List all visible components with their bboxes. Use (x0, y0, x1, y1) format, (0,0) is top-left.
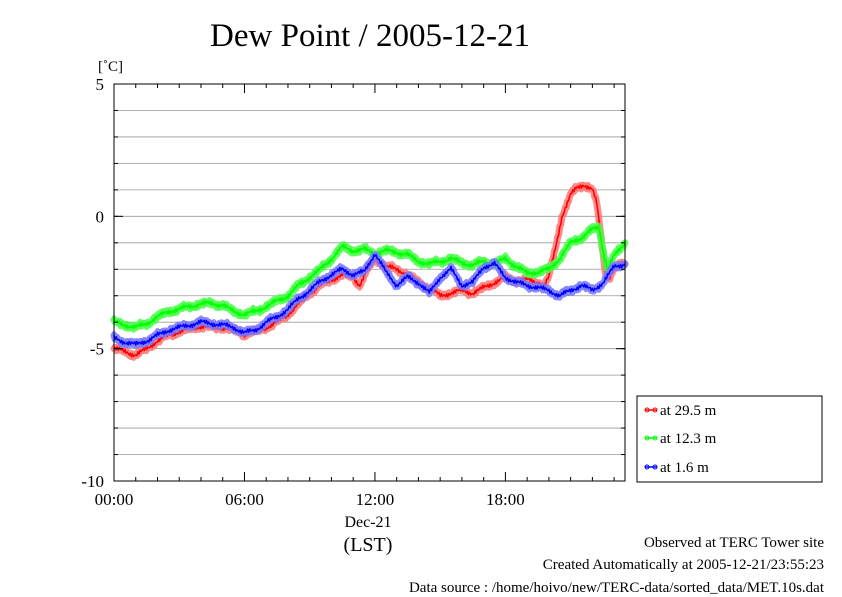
legend-entry: at 12.3 m (644, 431, 717, 447)
x-axis-label: (LST) (344, 534, 393, 556)
x-tick-label: 18:00 (486, 490, 525, 509)
footer-created-text: Created Automatically at 2005-12-21/23:5… (542, 557, 824, 573)
y-axis-unit: [˚C] (98, 59, 123, 75)
x-axis-date-label: Dec-21 (344, 514, 391, 531)
legend-label: at 1.6 m (660, 460, 709, 476)
legend-swatch-marker (652, 464, 658, 470)
legend-entry: at 29.5 m (644, 403, 717, 419)
series-line (113, 253, 626, 346)
chart-title: Dew Point / 2005-12-21 (210, 18, 530, 54)
footer-site-text: Observed at TERC Tower site (643, 535, 824, 551)
plot-frame (113, 83, 626, 482)
legend: at 29.5 m at 12.3 m at 1.6 m (636, 395, 823, 483)
series-line (113, 225, 626, 330)
x-tick-label: 00:00 (95, 490, 134, 509)
legend-swatch-marker (644, 407, 650, 413)
series-3 (110, 251, 629, 349)
legend-frame (636, 395, 823, 483)
footer-source-text: Data source : /home/hoivo/new/TERC-data/… (408, 580, 824, 596)
y-tick-label: -5 (90, 340, 104, 359)
x-tick-label: 06:00 (225, 490, 264, 509)
y-tick-label: -10 (81, 472, 104, 491)
legend-label: at 12.3 m (660, 431, 717, 447)
legend-swatch-marker (652, 407, 658, 413)
legend-entry: at 1.6 m (644, 460, 709, 476)
y-tick-label: 0 (96, 207, 105, 226)
legend-label: at 29.5 m (660, 403, 717, 419)
series-2 (110, 222, 629, 333)
legend-swatch-marker (644, 464, 650, 470)
y-tick-label: 5 (96, 75, 105, 94)
x-tick-label: 12:00 (356, 490, 395, 509)
legend-swatch-marker (644, 435, 650, 441)
series-layer (110, 181, 629, 361)
legend-swatch-marker (652, 435, 658, 441)
